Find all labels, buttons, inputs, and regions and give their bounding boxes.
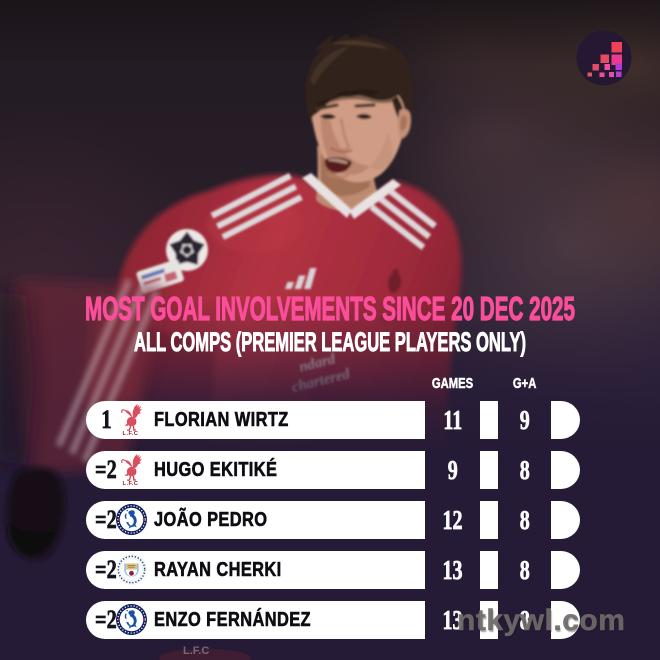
- svg-text:L.F.C: L.F.C: [123, 431, 139, 437]
- svg-text:L.F.C: L.F.C: [123, 481, 139, 487]
- svg-text:L.F.C: L.F.C: [183, 645, 209, 657]
